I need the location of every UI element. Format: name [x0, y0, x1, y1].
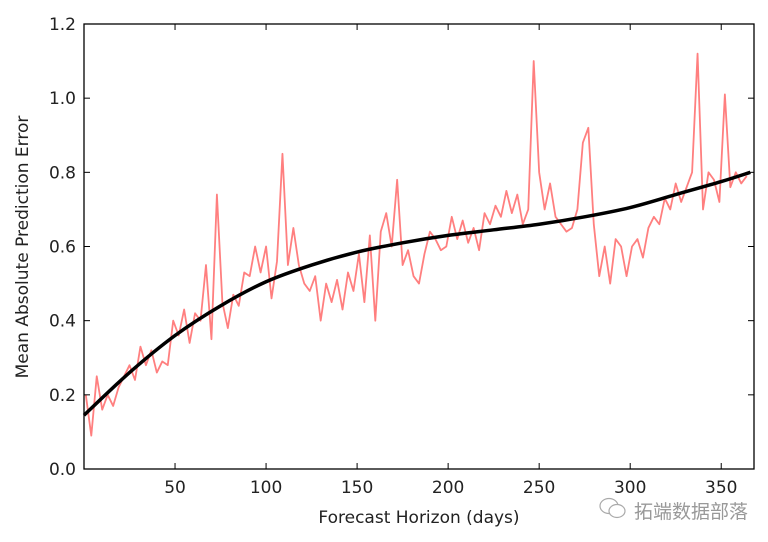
y-tick-label: 1.0 [49, 89, 76, 109]
watermark-text: 拓端数据部落 [634, 501, 749, 523]
x-tick-label: 100 [250, 478, 282, 498]
x-tick-label: 250 [523, 478, 555, 498]
y-tick-label: 0.4 [49, 312, 76, 332]
x-tick-label: 300 [614, 478, 646, 498]
x-tick-label: 200 [432, 478, 464, 498]
plot-frame [83, 23, 755, 470]
series-smoothed-fit-line [82, 170, 751, 417]
series-observed-error-line [84, 52, 748, 437]
y-tick-label: 0.6 [49, 238, 76, 258]
watermark: 拓端数据部落 [598, 496, 748, 525]
wechat-icon [598, 496, 628, 525]
x-tick-label: 150 [341, 478, 373, 498]
x-tick-label: 350 [705, 478, 737, 498]
x-tick-label: 50 [164, 478, 186, 498]
y-axis-label: Mean Absolute Prediction Error [13, 116, 33, 379]
x-axis-label: Forecast Horizon (days) [318, 508, 519, 528]
y-tick-label: 0.8 [49, 163, 76, 183]
y-tick-label: 0.0 [49, 460, 76, 480]
y-tick-label: 1.2 [49, 15, 76, 35]
y-tick-label: 0.2 [49, 386, 76, 406]
